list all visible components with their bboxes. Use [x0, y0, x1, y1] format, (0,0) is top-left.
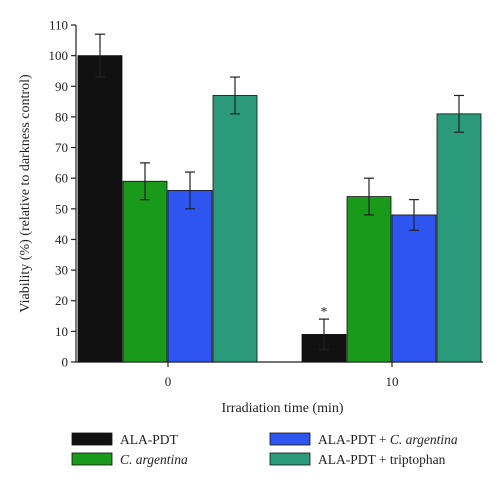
bar [122, 180, 168, 363]
legend-label: C. argentina [120, 452, 188, 467]
legend-swatch [71, 432, 113, 446]
x-tick-label: 10 [386, 374, 399, 389]
legend-swatch [269, 452, 311, 466]
y-tick-label: 50 [55, 201, 68, 216]
legend-swatch [71, 452, 113, 466]
y-tick-label: 110 [49, 18, 68, 33]
plot-area: 0 10 20 30 40 50 60 70 80 90 100 110 0 10 * Irradiation… [18, 18, 483, 416]
y-tick-label: 100 [49, 48, 69, 63]
y-tick-label: 60 [55, 171, 68, 186]
x-tick-label: 0 [165, 374, 172, 389]
legend-label-part: ALA-PDT + triptophan [318, 452, 446, 467]
y-tick-label: 0 [62, 355, 69, 370]
bar [436, 113, 482, 363]
legend-label: ALA-PDT + triptophan [318, 452, 446, 467]
y-tick-label: 20 [55, 293, 68, 308]
y-tick-label: 70 [55, 140, 68, 155]
legend-label-part: C. argentina [390, 432, 458, 447]
legend-label-part: C. argentina [120, 452, 188, 467]
bar [167, 190, 213, 363]
y-tick-label: 40 [55, 232, 68, 247]
y-tick-label: 30 [55, 263, 68, 278]
y-tick-label: 80 [55, 109, 68, 124]
legend-label: ALA-PDT [120, 432, 178, 447]
y-tick-label: 10 [55, 324, 68, 339]
bar [391, 214, 437, 363]
significance-marker: * [321, 305, 328, 320]
legend-label: ALA-PDT + C. argentina [318, 432, 458, 447]
bar [212, 95, 258, 363]
y-axis-label: Viability (%) (relative to darkness cont… [18, 74, 33, 313]
bar [346, 196, 392, 363]
legend-label-part: ALA-PDT [120, 432, 178, 447]
y-tick-label: 90 [55, 79, 68, 94]
legend-label-part: ALA-PDT + [318, 432, 390, 447]
bar [77, 55, 123, 363]
x-axis-label: Irradiation time (min) [221, 401, 343, 416]
legend-swatch [269, 432, 311, 446]
